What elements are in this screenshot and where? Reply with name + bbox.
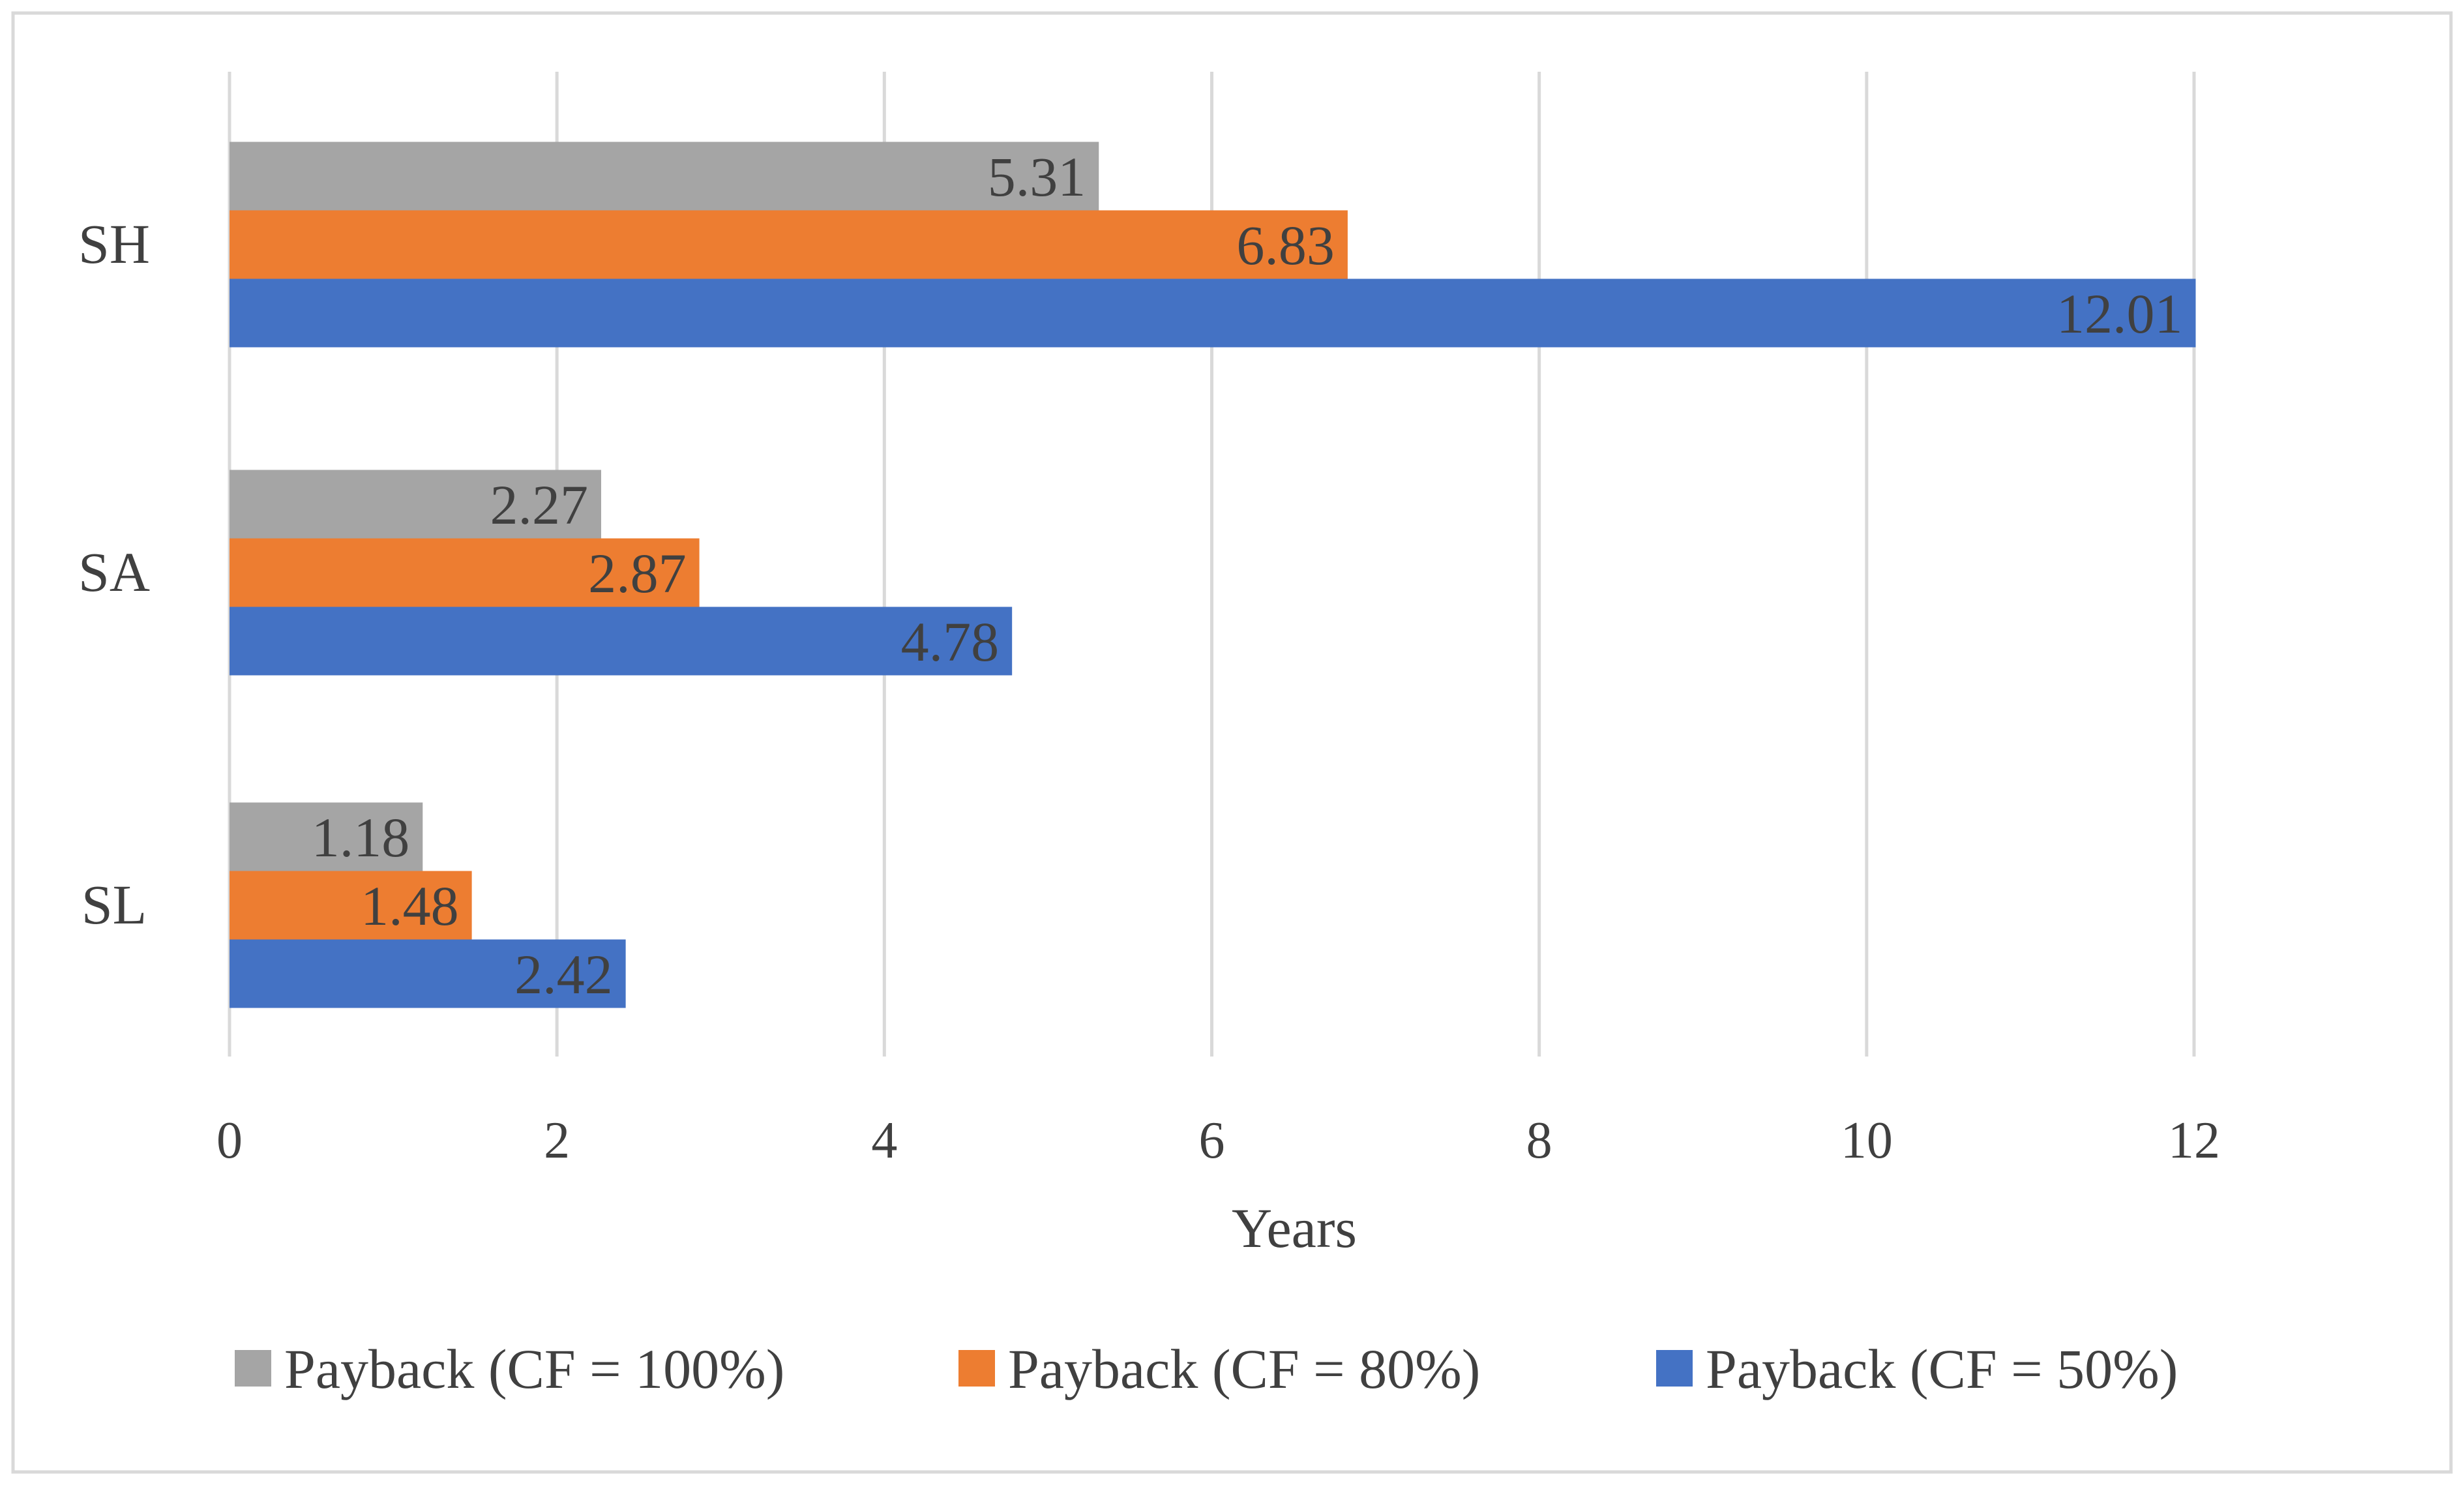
bar-sl-series-2	[230, 871, 472, 940]
category-label-sl: SL	[82, 873, 147, 936]
data-label-sh-series-3: 12.01	[2056, 282, 2183, 345]
data-label-sa-series-2: 2.87	[588, 542, 687, 605]
bars	[230, 142, 2196, 1008]
bar-sa-series-1	[230, 470, 601, 539]
data-label-sl-series-1: 1.18	[312, 806, 410, 869]
x-tick-label-8: 8	[1526, 1112, 1552, 1169]
x-tick-label-10: 10	[1841, 1112, 1893, 1169]
x-tick-label-0: 0	[216, 1112, 243, 1169]
x-tick-label-12: 12	[2168, 1112, 2220, 1169]
y-axis: SH SA SL	[78, 213, 150, 936]
bar-sl-series-3	[230, 939, 626, 1008]
legend-swatch-series-2	[958, 1350, 995, 1387]
category-label-sh: SH	[78, 213, 150, 275]
x-tick-label-6: 6	[1199, 1112, 1225, 1169]
legend-label-series-1: Payback (CF = 100%)	[284, 1338, 784, 1400]
legend-label-series-3: Payback (CF = 50%)	[1706, 1338, 2178, 1400]
data-label-sl-series-2: 1.48	[361, 875, 459, 937]
x-tick-label-2: 2	[544, 1112, 570, 1169]
data-labels: 5.31 6.83 12.01 2.272.87 4.78 1.181.48 2.42	[312, 145, 2183, 1006]
legend-swatch-series-3	[1656, 1350, 1693, 1387]
bar-sh-series-2	[230, 210, 1348, 279]
legend: Payback (CF = 100%) Payback (CF = 80%) Pay…	[235, 1338, 2178, 1400]
legend-swatch-series-1	[235, 1350, 271, 1387]
data-label-sl-series-3: 2.42	[514, 943, 613, 1006]
x-axis: 0 2 4 6 8 10 12	[216, 1112, 2220, 1169]
legend-label-series-2: Payback (CF = 80%)	[1008, 1338, 1480, 1400]
bar-sa-series-3	[230, 607, 1013, 676]
data-label-sa-series-1: 2.27	[490, 473, 588, 536]
data-label-sh-series-1: 5.31	[988, 145, 1086, 208]
data-label-sh-series-2: 6.83	[1236, 214, 1335, 277]
x-axis-title: Years	[1232, 1197, 1357, 1259]
category-label-sa: SA	[78, 541, 150, 603]
x-tick-label-4: 4	[871, 1112, 897, 1169]
bar-sh-series-3	[230, 278, 2196, 348]
bar-sa-series-2	[230, 538, 700, 607]
data-label-sa-series-3: 4.78	[901, 610, 1000, 673]
bar-sh-series-1	[230, 142, 1099, 211]
bar-sl-series-1	[230, 802, 423, 871]
